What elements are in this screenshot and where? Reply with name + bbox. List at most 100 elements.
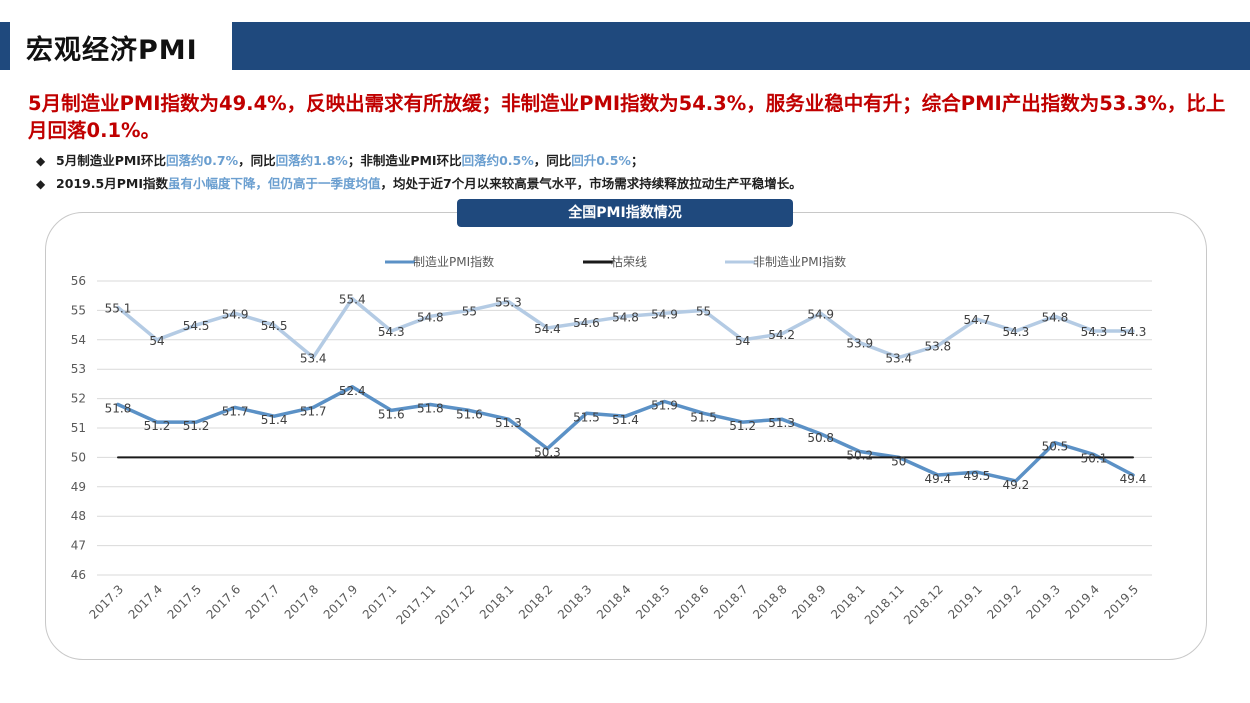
y-tick-label: 49 (71, 480, 86, 494)
y-tick-label: 50 (71, 450, 86, 464)
data-label: 51.2 (729, 419, 756, 433)
data-label: 51.8 (105, 401, 132, 415)
y-tick-label: 56 (71, 274, 86, 288)
data-label: 55.4 (339, 293, 366, 307)
x-tick-label: 2018.5 (633, 582, 673, 622)
bullet-2-text: 2019.5月PMI指数虽有小幅度下降，但仍高于一季度均值，均处于近7个月以来较… (56, 176, 802, 191)
x-tick-label: 2019.3 (1023, 582, 1063, 622)
data-label: 51.3 (495, 416, 522, 430)
diamond-bullet-icon: ◆ (36, 177, 46, 191)
x-tick-label: 2018.1 (828, 582, 868, 622)
data-label: 54.2 (768, 328, 795, 342)
data-label: 55.1 (105, 301, 132, 315)
data-label: 54.8 (1042, 310, 1069, 324)
y-tick-label: 55 (71, 303, 86, 317)
legend-label: 非制造业PMI指数 (753, 254, 846, 269)
data-label: 53.8 (924, 340, 951, 354)
series-line-1 (116, 385, 1135, 483)
x-tick-label: 2018.9 (789, 582, 829, 622)
y-tick-label: 46 (71, 568, 86, 582)
data-label: 54.4 (534, 322, 561, 336)
x-tick-label: 2018.1 (477, 582, 517, 622)
title-band (232, 22, 1250, 70)
data-label: 54.3 (1081, 325, 1108, 339)
diamond-bullet-icon: ◆ (36, 154, 46, 168)
page-title: 宏观经济PMI (26, 35, 198, 66)
y-tick-label: 48 (71, 509, 86, 523)
data-label: 51.5 (690, 410, 717, 424)
chart-title: 全国PMI指数情况 (457, 199, 793, 227)
data-label: 54 (149, 334, 164, 348)
x-tick-label: 2018.2 (516, 582, 556, 622)
data-label: 49.2 (1003, 478, 1030, 492)
data-label: 51.4 (612, 413, 639, 427)
series-line-3 (116, 296, 1135, 360)
x-tick-label: 2019.2 (984, 582, 1024, 622)
x-tick-label: 2017.4 (126, 582, 166, 622)
data-label: 51.2 (144, 419, 171, 433)
data-label: 50.3 (534, 446, 561, 460)
data-label: 50.5 (1042, 440, 1069, 454)
data-label: 54.8 (417, 310, 444, 324)
data-label: 51.3 (768, 416, 795, 430)
x-tick-label: 2019.5 (1102, 582, 1142, 622)
y-tick-label: 51 (71, 421, 86, 435)
data-label: 55.3 (495, 296, 522, 310)
data-label: 54.5 (261, 319, 288, 333)
x-tick-label: 2017.6 (204, 582, 244, 622)
x-tick-label: 2017.8 (282, 582, 322, 622)
data-label: 50.1 (1081, 451, 1108, 465)
x-tick-label: 2017.1 (360, 582, 400, 622)
data-label: 54.5 (183, 319, 210, 333)
headline: 5月制造业PMI指数为49.4%，反映出需求有所放缓；非制造业PMI指数为54.… (28, 92, 1226, 142)
bullet-2: ◆ 2019.5月PMI指数虽有小幅度下降，但仍高于一季度均值，均处于近7个月以来… (36, 173, 802, 192)
data-label: 53.4 (300, 351, 327, 365)
x-tick-label: 2018.11 (862, 582, 907, 627)
chart-card (45, 212, 1207, 660)
data-label: 51.4 (261, 413, 288, 427)
data-label: 54.3 (378, 325, 405, 339)
data-label: 53.9 (846, 337, 873, 351)
data-label: 54.7 (963, 313, 990, 327)
data-label: 51.7 (222, 404, 249, 418)
data-label: 54.3 (1120, 325, 1147, 339)
x-tick-label: 2017.12 (432, 582, 477, 627)
data-label: 51.8 (417, 401, 444, 415)
data-label: 49.5 (963, 469, 990, 483)
data-label: 51.7 (300, 404, 327, 418)
y-tick-label: 54 (71, 333, 86, 347)
x-tick-label: 2017.5 (165, 582, 205, 622)
data-label: 54.8 (612, 310, 639, 324)
x-tick-label: 2018.7 (711, 582, 751, 622)
data-label: 50 (891, 454, 906, 468)
x-tick-label: 2019.1 (945, 582, 985, 622)
bullet-1: ◆ 5月制造业PMI环比回落约0.7%，同比回落约1.8%；非制造业PMI环比回落… (36, 150, 643, 169)
data-label: 54.6 (573, 316, 600, 330)
data-label: 53.4 (885, 351, 912, 365)
data-label: 49.4 (1120, 472, 1147, 486)
x-tick-label: 2017.3 (87, 582, 127, 622)
x-tick-label: 2017.9 (321, 582, 361, 622)
data-label: 51.6 (378, 407, 405, 421)
data-label: 54 (735, 334, 750, 348)
x-tick-label: 2018.3 (555, 582, 595, 622)
legend-label: 制造业PMI指数 (413, 254, 494, 269)
data-label: 50.8 (807, 431, 834, 445)
x-tick-label: 2019.4 (1062, 582, 1102, 622)
data-label: 52.4 (339, 384, 366, 398)
data-label: 51.2 (183, 419, 210, 433)
data-label: 49.4 (924, 472, 951, 486)
data-label: 55 (462, 304, 477, 318)
y-tick-label: 53 (71, 362, 86, 376)
data-label: 54.3 (1003, 325, 1030, 339)
x-tick-label: 2017.11 (393, 582, 438, 627)
data-label: 54.9 (222, 307, 249, 321)
y-tick-label: 47 (71, 539, 86, 553)
y-tick-label: 52 (71, 392, 86, 406)
data-label: 51.9 (651, 399, 678, 413)
x-tick-label: 2018.6 (672, 582, 712, 622)
data-label: 54.9 (807, 307, 834, 321)
title-bar: 宏观经济PMI (0, 22, 1250, 70)
data-label: 54.9 (651, 307, 678, 321)
